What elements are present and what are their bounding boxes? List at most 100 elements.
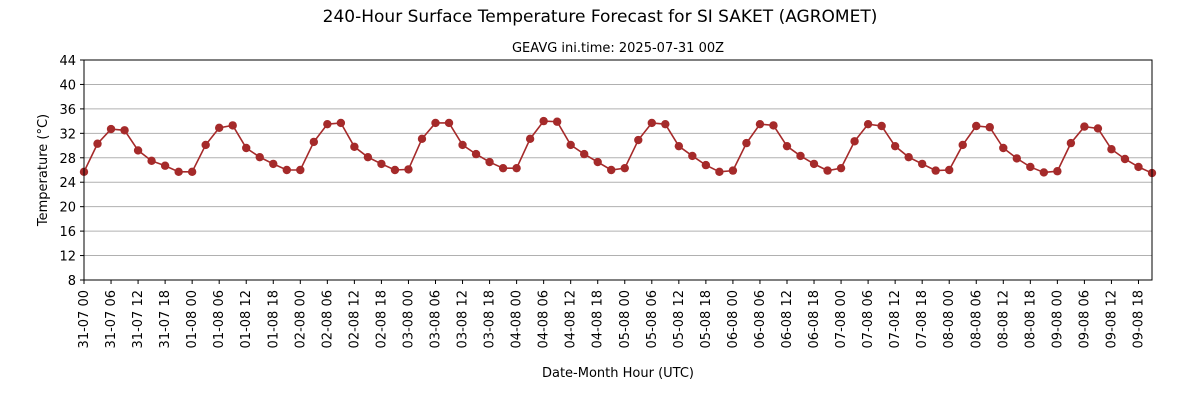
x-tick-label: 02-08 00 xyxy=(293,290,308,348)
y-tick-label: 40 xyxy=(59,78,76,93)
x-tick-label: 02-08 06 xyxy=(320,290,335,348)
plot-series xyxy=(79,116,1157,178)
temperature-point xyxy=(1066,138,1076,148)
temperature-point xyxy=(836,163,846,173)
temperature-point xyxy=(999,143,1008,153)
temperature-point xyxy=(309,137,319,147)
x-tick-label: 04-08 00 xyxy=(510,290,525,348)
temperature-point xyxy=(390,165,400,175)
temperature-point xyxy=(972,121,981,131)
temperature-point xyxy=(782,141,792,151)
chart-subtitle: GEAVG ini.time: 2025-07-31 00Z xyxy=(512,41,724,56)
temperature-point xyxy=(431,118,440,128)
x-tick-label: 05-08 12 xyxy=(672,290,687,348)
temperature-point xyxy=(945,165,954,175)
temperature-point xyxy=(350,142,359,151)
temperature-point xyxy=(174,167,183,177)
temperature-point xyxy=(580,149,589,159)
x-tick-label: 31-07 06 xyxy=(104,290,119,348)
temperature-point xyxy=(634,135,643,145)
x-tick-label: 03-08 12 xyxy=(456,290,471,348)
temperature-point xyxy=(769,121,778,130)
temperature-point xyxy=(201,140,210,150)
y-tick-label: 32 xyxy=(59,127,76,142)
temperature-point xyxy=(607,165,616,175)
x-tick-label: 05-08 06 xyxy=(645,290,660,348)
temperature-point xyxy=(958,140,967,150)
temperature-point xyxy=(552,117,562,126)
temperature-point xyxy=(850,137,859,146)
temperature-point xyxy=(323,119,332,129)
temperature-point xyxy=(877,121,886,131)
temperature-point xyxy=(444,118,454,128)
temperature-point xyxy=(525,134,535,144)
x-tick-label: 07-08 00 xyxy=(834,290,849,348)
temperature-point xyxy=(512,163,521,173)
temperature-point xyxy=(728,166,738,175)
temperature-point xyxy=(106,124,116,134)
y-axis: 8 12 16 20 24 28 32 36 40 44 xyxy=(59,54,84,289)
temperature-point xyxy=(1134,162,1143,172)
x-tick-label: 09-08 18 xyxy=(1131,290,1146,348)
temperature-point xyxy=(404,165,413,174)
chart-title: 240-Hour Surface Temperature Forecast fo… xyxy=(323,7,878,27)
x-tick-label: 08-08 18 xyxy=(1023,290,1038,348)
y-tick-label: 36 xyxy=(59,103,76,118)
x-tick-label: 09-08 06 xyxy=(1077,290,1092,348)
x-tick-label: 09-08 00 xyxy=(1050,290,1065,348)
x-tick-label: 02-08 12 xyxy=(347,290,362,348)
temperature-point xyxy=(985,123,994,132)
temperature-point xyxy=(471,149,481,159)
temperature-point xyxy=(1026,162,1035,172)
y-tick-label: 44 xyxy=(59,54,76,69)
temperature-point xyxy=(823,166,832,175)
x-axis-label: Date-Month Hour (UTC) xyxy=(542,366,694,381)
y-axis-label: Temperature (°C) xyxy=(36,114,51,227)
x-tick-label: 01-08 00 xyxy=(185,290,200,348)
temperature-point xyxy=(701,160,711,170)
plot-frame xyxy=(83,59,1153,281)
x-tick-label: 03-08 18 xyxy=(483,290,498,348)
x-tick-label: 09-08 12 xyxy=(1104,290,1119,348)
temperature-point xyxy=(620,163,629,173)
temperature-point xyxy=(377,159,386,169)
temperature-point xyxy=(593,157,602,167)
temperature-point xyxy=(458,140,467,150)
temperature-point xyxy=(688,151,697,161)
temperature-point xyxy=(255,152,264,162)
temperature-point xyxy=(863,119,873,129)
temperature-point xyxy=(296,165,305,175)
temperature-point xyxy=(674,141,684,151)
y-tick-label: 8 xyxy=(68,274,76,289)
x-tick-label: 07-08 06 xyxy=(861,290,876,348)
temperature-point xyxy=(931,166,940,175)
temperature-point xyxy=(647,118,656,128)
temperature-point xyxy=(336,118,346,128)
x-tick-label: 08-08 00 xyxy=(942,290,957,348)
temperature-point xyxy=(796,151,805,161)
x-tick-label: 01-08 18 xyxy=(266,290,281,348)
temperature-point xyxy=(228,121,237,130)
temperature-point xyxy=(147,156,156,166)
x-tick-label: 06-08 18 xyxy=(807,290,822,348)
temperature-point xyxy=(160,161,170,170)
temperature-point xyxy=(755,119,765,129)
x-tick-label: 06-08 00 xyxy=(726,290,741,348)
x-tick-label: 02-08 18 xyxy=(374,290,389,348)
temperature-point xyxy=(715,167,724,177)
x-tick-label: 04-08 12 xyxy=(564,290,579,348)
temperature-point xyxy=(417,134,427,144)
temperature-point xyxy=(269,159,278,169)
x-tick-label: 01-08 12 xyxy=(239,290,254,348)
x-tick-label: 04-08 18 xyxy=(591,290,606,348)
temperature-point xyxy=(1039,168,1049,177)
temperature-point xyxy=(904,152,913,162)
x-tick-label: 06-08 06 xyxy=(753,290,768,348)
temperature-point xyxy=(1093,124,1103,133)
x-tick-label: 31-07 00 xyxy=(77,290,92,348)
temperature-point xyxy=(214,123,224,133)
temperature-point xyxy=(742,138,751,148)
x-tick-label: 07-08 12 xyxy=(888,290,903,348)
